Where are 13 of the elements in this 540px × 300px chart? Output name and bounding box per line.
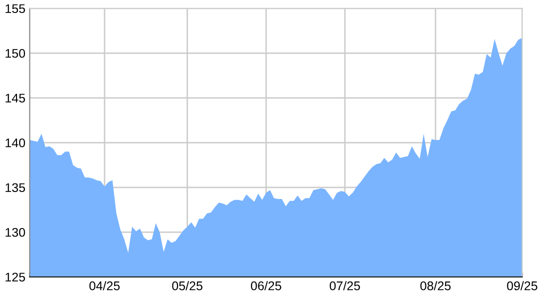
x-tick-label: 07/25 [330, 281, 360, 290]
x-tick-label: 06/25 [250, 281, 282, 290]
y-tick-label: 150 [6, 48, 26, 58]
x-tick-label: 08/25 [420, 281, 451, 290]
y-tick-label: 135 [6, 183, 26, 192]
y-tick-label: 155 [6, 4, 26, 14]
y-tick-label: 130 [6, 228, 26, 237]
y-tick-label: 125 [6, 272, 26, 282]
y-tick-label: 140 [6, 138, 26, 148]
x-tick-label: 09/25 [507, 281, 538, 290]
y-tick-label: 145 [6, 94, 26, 103]
x-tick-label: 04/25 [89, 281, 120, 290]
x-tick-label: 05/25 [172, 281, 202, 290]
